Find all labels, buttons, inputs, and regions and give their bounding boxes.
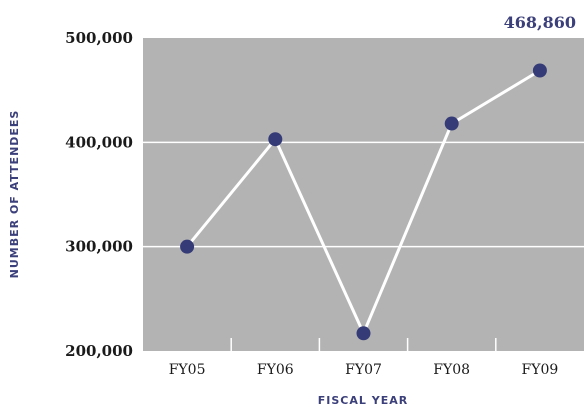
y-axis-title: NUMBER OF ATTENDEES (8, 110, 21, 279)
data-points (180, 63, 547, 341)
y-tick-label: 200,000 (65, 342, 133, 360)
x-tick-label: FY08 (433, 362, 470, 378)
gridlines (143, 141, 584, 248)
x-tick-label: FY09 (522, 362, 559, 378)
x-tick-marks (230, 338, 497, 351)
data-point (268, 132, 283, 147)
x-tick-label: FY05 (169, 362, 206, 378)
x-tick-label: FY06 (257, 362, 294, 378)
y-tick-label: 500,000 (65, 29, 133, 47)
x-axis-title: FISCAL YEAR (318, 394, 408, 407)
data-point (356, 326, 371, 341)
plot-area (143, 38, 584, 351)
data-point (444, 116, 459, 131)
value-callout: 468,860 (504, 13, 576, 32)
y-tick-labels: 200,000 300,000 400,000 500,000 (65, 29, 133, 360)
y-tick-label: 400,000 (65, 133, 133, 151)
x-tick-labels: FY05 FY06 FY07 FY08 FY09 (169, 362, 559, 378)
y-tick-label: 300,000 (65, 238, 133, 256)
data-point (180, 239, 195, 254)
x-tick-label: FY07 (345, 362, 382, 378)
data-point (532, 63, 547, 78)
